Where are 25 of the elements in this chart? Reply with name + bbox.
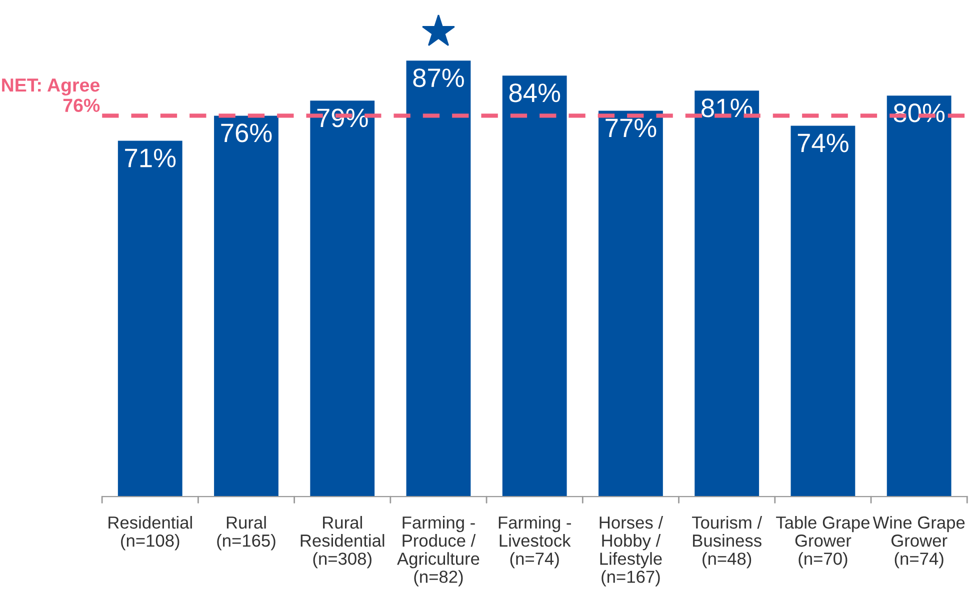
x-tick-label: Rural Residential (n=308): [300, 516, 384, 568]
x-tick-label: Wine Grape Grower (n=74): [872, 516, 965, 568]
data-label: 84%: [509, 84, 560, 102]
bar: [886, 96, 952, 497]
data-label: 87%: [413, 68, 464, 88]
x-tick-label: Residential (n=108): [108, 516, 192, 550]
x-tick-label: Farming - Produce / Agriculture (n=82): [397, 516, 480, 586]
x-tick-label: Rural (n=165): [217, 516, 276, 550]
x-tick-label: Table Grape Grower (n=70): [776, 516, 870, 568]
bar: [598, 110, 663, 497]
bar: [310, 100, 375, 497]
data-label: 77%: [606, 118, 656, 138]
bar: [406, 60, 471, 497]
bar: [118, 140, 182, 497]
ref-line-label: NET: Agree 76%: [2, 78, 100, 112]
data-label: 71%: [125, 148, 176, 168]
data-label: 74%: [798, 134, 848, 152]
bar: [790, 126, 856, 497]
bar: [502, 76, 567, 497]
bar: [214, 116, 278, 497]
x-tick-label: Tourism / Business (n=48): [692, 516, 762, 568]
x-tick-label: Farming - Livestock (n=74): [498, 516, 571, 568]
data-label: 76%: [221, 124, 272, 142]
x-tick-label: Horses / Hobby / Lifestyle (n=167): [600, 516, 664, 586]
bar: [694, 90, 760, 497]
